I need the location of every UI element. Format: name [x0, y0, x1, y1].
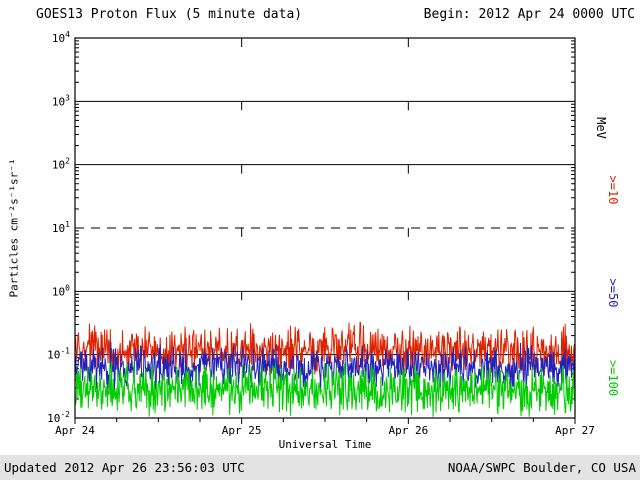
y-tick-label: 10-1: [47, 347, 70, 362]
x-tick-label: Apr 27: [555, 424, 595, 437]
x-tick-label: Apr 26: [388, 424, 428, 437]
y-tick-label: 103: [52, 93, 70, 108]
x-tick-label: Apr 25: [222, 424, 262, 437]
legend-label-ge50: >=50: [606, 278, 620, 308]
begin-timestamp: Begin: 2012 Apr 24 0000 UTC: [423, 7, 635, 22]
footer-bar: Updated 2012 Apr 26 23:56:03 UTC NOAA/SW…: [0, 455, 640, 480]
y-tick-label: 100: [52, 283, 70, 298]
x-tick-label: Apr 24: [55, 424, 95, 437]
legend-label-ge100: >=100: [606, 359, 620, 397]
y-axis-label: Particles cm⁻²s⁻¹sr⁻¹: [7, 158, 21, 298]
source-credit: NOAA/SWPC Boulder, CO USA: [447, 460, 636, 475]
y-tick-label: 102: [52, 157, 70, 172]
legend-label-ge10: >=10: [606, 175, 620, 205]
updated-timestamp: Updated 2012 Apr 26 23:56:03 UTC: [4, 460, 245, 475]
unit-label-mev: MeV: [594, 117, 608, 139]
chart-title: GOES13 Proton Flux (5 minute data): [36, 7, 303, 22]
y-tick-label: 104: [52, 30, 70, 45]
series-line-100: [74, 361, 576, 417]
y-tick-label: 101: [52, 220, 70, 235]
plot-border: [74, 37, 576, 419]
y-tick-label: 10-2: [47, 410, 70, 425]
x-axis-label: Universal Time: [279, 438, 372, 451]
